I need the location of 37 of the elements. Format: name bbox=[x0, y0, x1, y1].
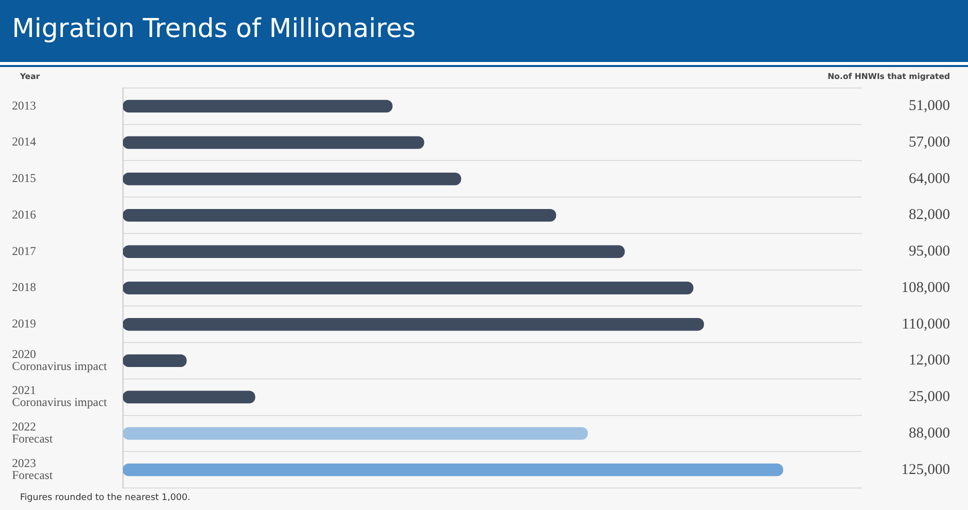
text: Figures rounded to the nearest 1,000. bbox=[20, 493, 190, 503]
bar bbox=[122, 354, 187, 368]
data-label: 88,000 bbox=[908, 425, 950, 442]
data-label: 64,000 bbox=[908, 170, 950, 187]
bar bbox=[122, 100, 393, 113]
data-label: 82,000 bbox=[908, 207, 950, 224]
y-tick-label: 2016 bbox=[12, 207, 36, 222]
data-label: 12,000 bbox=[908, 352, 950, 369]
y-tick-label: 2023 Forecast bbox=[12, 456, 54, 482]
y-tick-label: 2017 bbox=[12, 244, 36, 258]
y-tick-label: 2015 bbox=[12, 171, 36, 186]
bar bbox=[122, 245, 625, 258]
bar bbox=[122, 282, 694, 294]
bar bbox=[122, 136, 424, 149]
data-label: 51,000 bbox=[908, 98, 950, 114]
data-label: 108,000 bbox=[901, 280, 950, 296]
data-label: 95,000 bbox=[908, 244, 950, 260]
data-label: 125,000 bbox=[901, 462, 950, 478]
y-tick-label: 2019 bbox=[12, 316, 36, 331]
bar bbox=[122, 390, 256, 404]
bar bbox=[122, 463, 784, 476]
y-axis-title: Year bbox=[20, 72, 40, 81]
bar bbox=[122, 427, 588, 440]
bar bbox=[122, 318, 704, 331]
data-label: 25,000 bbox=[908, 389, 950, 406]
y-tick-label: 2020 Coronavirus impact bbox=[12, 346, 108, 373]
y-tick-label: 2022 Forecast bbox=[12, 420, 54, 446]
y-tick-label: 2021 Coronavirus impact bbox=[12, 383, 108, 410]
bar bbox=[122, 172, 462, 186]
bar bbox=[122, 208, 556, 222]
y-tick-label: 2018 bbox=[12, 280, 36, 294]
data-label: 57,000 bbox=[908, 134, 950, 150]
chart-title: Migration Trends of Millionaires bbox=[12, 14, 416, 44]
y-tick-label: 2013 bbox=[12, 98, 36, 112]
data-label: 110,000 bbox=[902, 316, 950, 332]
y-tick-label: 2014 bbox=[12, 134, 36, 149]
text: No.of HNWIs that migrated bbox=[828, 72, 950, 81]
